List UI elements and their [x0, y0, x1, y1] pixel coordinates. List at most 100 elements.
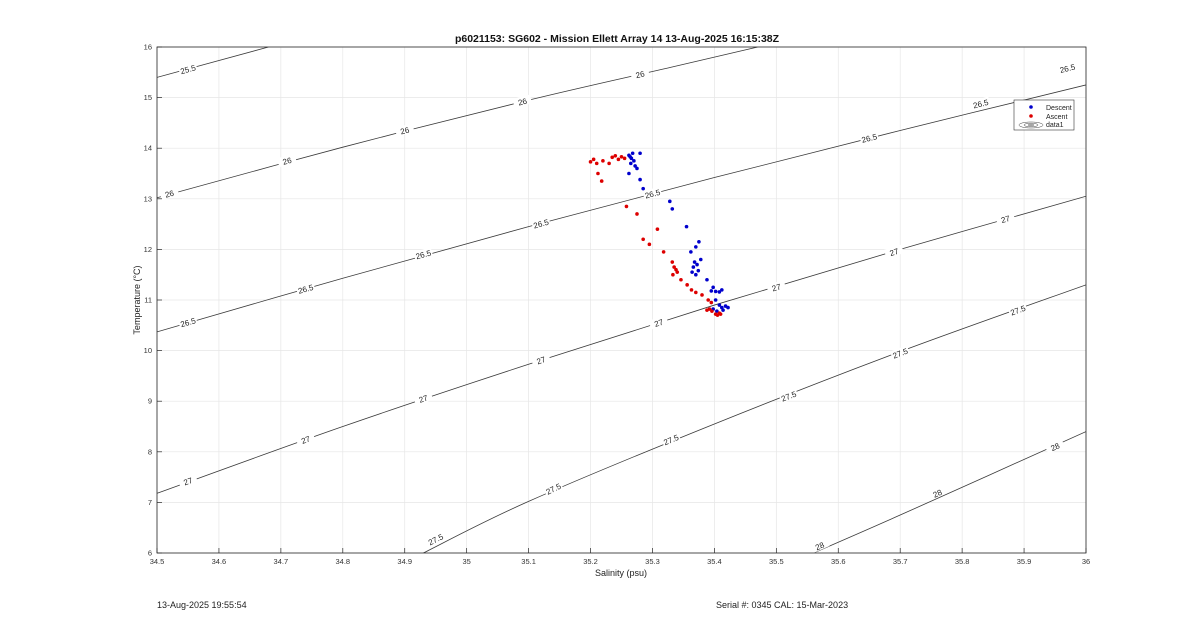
- ascent-point: [613, 153, 618, 158]
- contour-label-text: 26: [282, 156, 293, 167]
- ascent-point: [594, 161, 599, 166]
- contour-label-text: 28: [1049, 441, 1061, 453]
- descent-point: [713, 289, 718, 294]
- contour-label-text: 26: [517, 97, 528, 108]
- legend-marker-ascent: [1029, 114, 1033, 118]
- ascent-point: [685, 283, 689, 287]
- contour-labels: 25.5 26 26 26 26 26 26.5 26.5 26.5 26.5 26.5 26.5 26…: [159, 61, 1078, 554]
- contour-label-text: 26.5: [972, 98, 990, 111]
- contour-label: 26.5: [177, 314, 198, 329]
- contour-label: 26: [277, 153, 297, 168]
- contour-label-text: 26.5: [1059, 62, 1077, 75]
- contour-label: 27: [883, 244, 904, 259]
- descent-point: [628, 161, 633, 166]
- descent-point: [633, 164, 637, 168]
- contour-label-text: 26: [164, 189, 175, 200]
- descent-point: [726, 305, 730, 310]
- y-tick-label: 6: [148, 549, 152, 558]
- contour-label: 26.5: [1057, 61, 1078, 75]
- x-axis-label: Salinity (psu): [595, 568, 647, 578]
- ascent-point: [655, 227, 660, 231]
- contour-line-27-5: [423, 284, 1086, 553]
- ascent-point: [588, 160, 593, 164]
- contour-label-text: 27: [653, 317, 665, 328]
- contour-label: 28: [927, 485, 948, 501]
- x-tick-label: 35.6: [831, 557, 846, 566]
- series-descent: [627, 151, 730, 313]
- contour-label: 27: [648, 315, 669, 330]
- ascent-point: [596, 171, 600, 176]
- descent-point: [630, 151, 635, 156]
- ascent-point: [705, 308, 709, 312]
- contour-label-text: 26: [399, 125, 410, 136]
- ascent-point: [706, 298, 711, 302]
- contour-label: 27: [295, 431, 316, 447]
- descent-point: [713, 298, 718, 302]
- descent-point: [670, 207, 675, 211]
- ascent-point: [661, 250, 666, 254]
- ascent-point: [591, 157, 596, 162]
- y-axis-label: Temperature (°C): [132, 265, 142, 334]
- contour-label: 28: [809, 537, 830, 554]
- contour-label: 27.5: [1007, 302, 1028, 317]
- data-series: [588, 151, 730, 317]
- contour-label: 27: [766, 279, 787, 294]
- ascent-point: [700, 293, 704, 297]
- grid: [156, 46, 1087, 554]
- contour-label-text: 27: [535, 355, 547, 367]
- contour-label-text: 27: [771, 282, 783, 293]
- contour-label-text: 26: [635, 69, 646, 80]
- descent-point: [717, 303, 722, 307]
- x-tick-label: 35.4: [707, 557, 722, 566]
- ascent-point: [607, 161, 611, 166]
- contour-label: 27.5: [425, 530, 446, 547]
- contour-line-26-5: [157, 84, 1086, 333]
- ascent-point: [647, 242, 652, 247]
- x-tick-label: 34.9: [397, 557, 412, 566]
- ascent-point: [635, 212, 639, 216]
- ascent-point: [616, 157, 621, 162]
- ascent-point: [710, 309, 714, 313]
- ascent-point: [672, 265, 676, 269]
- y-tick-label: 16: [144, 43, 152, 52]
- contour-label: 26: [394, 123, 415, 137]
- y-tick-label: 10: [144, 346, 152, 355]
- contour-label: 27.5: [778, 388, 799, 404]
- contour-label: 26.5: [530, 216, 551, 231]
- contour-line-25-5: [157, 47, 269, 78]
- descent-point: [709, 289, 714, 293]
- ascent-point: [624, 204, 629, 209]
- descent-point: [629, 156, 634, 161]
- contour-label: 27: [530, 352, 551, 367]
- ascent-point: [718, 312, 723, 316]
- footer-timestamp: 13-Aug-2025 19:55:54: [157, 600, 247, 610]
- descent-point: [692, 260, 697, 264]
- ascent-point: [679, 277, 683, 282]
- contour-label: 28: [1044, 438, 1065, 455]
- descent-point: [721, 308, 725, 312]
- contour-label-text: 26.5: [532, 218, 550, 231]
- x-tick-label: 34.7: [274, 557, 289, 566]
- legend: Descent Ascent data1: [1013, 99, 1075, 131]
- descent-point: [698, 257, 703, 262]
- contour-label: 26.5: [970, 96, 991, 111]
- contour-label: 26.5: [295, 281, 316, 296]
- x-tick-label: 34.5: [150, 557, 165, 566]
- chart-title: p6021153: SG602 - Mission Ellett Array 1…: [455, 33, 780, 45]
- ascent-point: [601, 159, 605, 163]
- y-tick-label: 13: [144, 194, 152, 203]
- descent-point: [696, 268, 701, 273]
- y-tick-label: 7: [148, 498, 152, 507]
- legend-marker-descent: [1029, 105, 1033, 109]
- x-tick-label: 35: [462, 557, 470, 566]
- contour-label: 27.5: [660, 431, 681, 447]
- contour-label-text: 27: [300, 434, 312, 446]
- contour-label-text: 26.5: [644, 188, 662, 201]
- contour-label: 26.5: [859, 131, 879, 145]
- contour-label: 25.5: [177, 62, 198, 76]
- contour-label-text: 28: [932, 488, 944, 500]
- contour-line-27: [157, 195, 1086, 494]
- axis-ticks: 34.5 34.6 34.7 34.8 34.9 35 35.1 35.2 35.3 35.4 35…: [144, 43, 1091, 567]
- descent-point: [705, 277, 709, 282]
